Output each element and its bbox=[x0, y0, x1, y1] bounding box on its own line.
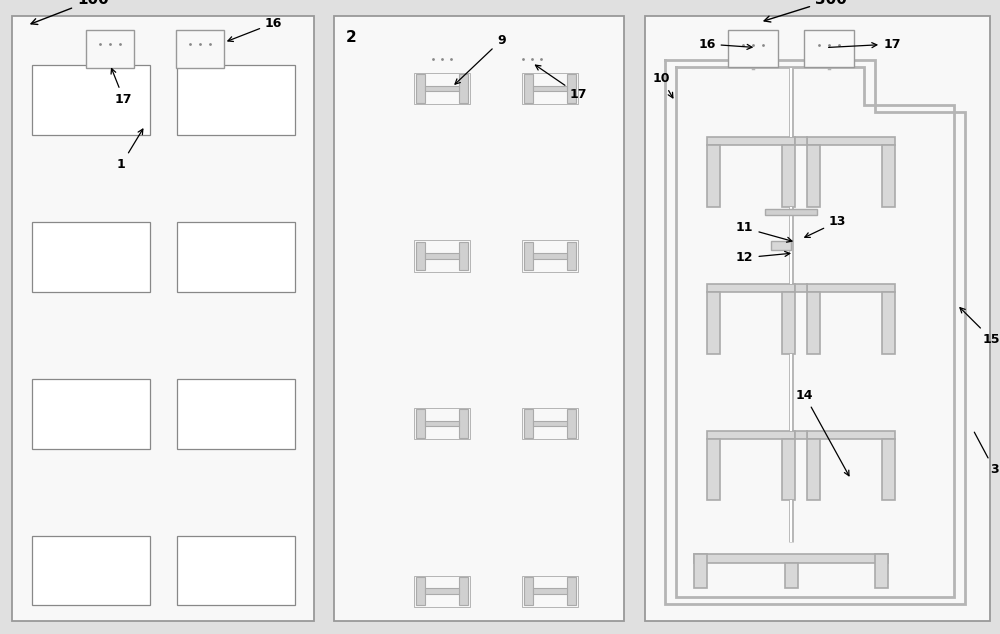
Text: 15: 15 bbox=[960, 307, 1000, 346]
Text: 17: 17 bbox=[111, 68, 132, 106]
Bar bbox=[416, 410, 425, 438]
Text: 14: 14 bbox=[796, 389, 849, 476]
Bar bbox=[567, 577, 576, 605]
Bar bbox=[425, 588, 459, 594]
Bar bbox=[795, 430, 807, 439]
Text: 16: 16 bbox=[228, 16, 282, 41]
Bar bbox=[416, 74, 425, 103]
Bar bbox=[176, 30, 224, 68]
Bar bbox=[32, 379, 150, 449]
Bar bbox=[706, 137, 794, 145]
Text: 3: 3 bbox=[974, 432, 999, 476]
Bar bbox=[770, 242, 791, 250]
Bar bbox=[807, 145, 820, 207]
Bar bbox=[86, 30, 134, 68]
Bar bbox=[807, 430, 895, 439]
Bar bbox=[177, 536, 295, 605]
Bar bbox=[425, 421, 459, 427]
Bar bbox=[177, 222, 295, 292]
Bar bbox=[785, 563, 798, 588]
Bar bbox=[807, 292, 820, 354]
Bar bbox=[522, 73, 578, 104]
Bar bbox=[694, 553, 707, 588]
Bar bbox=[782, 145, 794, 207]
Bar bbox=[459, 410, 468, 438]
Bar bbox=[12, 16, 314, 621]
Text: 300: 300 bbox=[764, 0, 847, 22]
Bar bbox=[425, 86, 459, 91]
Bar bbox=[414, 576, 470, 607]
Text: 17: 17 bbox=[829, 37, 901, 51]
Bar bbox=[882, 145, 895, 207]
Bar bbox=[795, 137, 807, 145]
Bar bbox=[177, 65, 295, 135]
Bar bbox=[32, 536, 150, 605]
Bar bbox=[882, 292, 895, 354]
Bar bbox=[694, 553, 888, 563]
Bar bbox=[807, 439, 820, 500]
Bar bbox=[522, 408, 578, 439]
Bar bbox=[32, 222, 150, 292]
Bar bbox=[533, 253, 567, 259]
Text: 9: 9 bbox=[455, 34, 506, 84]
Text: 11: 11 bbox=[736, 221, 792, 242]
Text: 100: 100 bbox=[31, 0, 109, 25]
Bar bbox=[414, 240, 470, 271]
Text: 13: 13 bbox=[805, 215, 846, 237]
Bar bbox=[522, 576, 578, 607]
Bar bbox=[425, 253, 459, 259]
Bar bbox=[459, 242, 468, 270]
Text: 10: 10 bbox=[653, 72, 673, 98]
Bar bbox=[567, 410, 576, 438]
Bar bbox=[177, 379, 295, 449]
Bar bbox=[706, 439, 720, 500]
Bar bbox=[875, 553, 888, 588]
Bar bbox=[706, 284, 794, 292]
Bar bbox=[414, 73, 470, 104]
Bar bbox=[524, 242, 533, 270]
Bar bbox=[459, 577, 468, 605]
Bar bbox=[416, 577, 425, 605]
Bar bbox=[459, 74, 468, 103]
Bar bbox=[706, 145, 720, 207]
Bar bbox=[807, 137, 895, 145]
Bar bbox=[882, 439, 895, 500]
Bar bbox=[807, 284, 895, 292]
Bar bbox=[524, 74, 533, 103]
Bar bbox=[567, 74, 576, 103]
Text: 16: 16 bbox=[698, 37, 752, 51]
Bar bbox=[645, 16, 990, 621]
Bar bbox=[804, 30, 854, 67]
Bar bbox=[782, 439, 794, 500]
Bar bbox=[765, 209, 817, 215]
Bar bbox=[533, 86, 567, 91]
Bar bbox=[533, 421, 567, 427]
Bar bbox=[414, 408, 470, 439]
Bar bbox=[522, 240, 578, 271]
Bar bbox=[533, 588, 567, 594]
Bar bbox=[795, 284, 807, 292]
Bar bbox=[416, 242, 425, 270]
Bar bbox=[32, 65, 150, 135]
Bar bbox=[524, 410, 533, 438]
Bar bbox=[524, 577, 533, 605]
Text: 1: 1 bbox=[117, 129, 143, 171]
Bar bbox=[782, 292, 794, 354]
Bar bbox=[728, 30, 778, 67]
Text: 12: 12 bbox=[736, 251, 790, 264]
Bar bbox=[567, 242, 576, 270]
Bar bbox=[706, 292, 720, 354]
Text: 2: 2 bbox=[346, 30, 357, 46]
Bar bbox=[706, 430, 794, 439]
Text: 17: 17 bbox=[535, 65, 588, 101]
Bar bbox=[334, 16, 624, 621]
